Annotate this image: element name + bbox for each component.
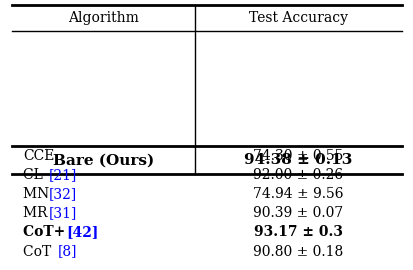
Text: [32]: [32] (49, 187, 77, 201)
Text: MR: MR (23, 206, 52, 220)
Text: 94.38 ± 0.13: 94.38 ± 0.13 (243, 153, 351, 167)
Text: Test Accuracy: Test Accuracy (248, 11, 347, 25)
Text: [8]: [8] (57, 245, 77, 259)
Text: MN: MN (23, 187, 53, 201)
Text: CoT+: CoT+ (23, 225, 70, 239)
Text: 74.94 ± 9.56: 74.94 ± 9.56 (252, 187, 342, 201)
Text: CCE: CCE (23, 149, 54, 163)
Text: Bare (Ours): Bare (Ours) (53, 153, 154, 167)
Text: [21]: [21] (49, 168, 77, 182)
Text: 92.00 ± 0.26: 92.00 ± 0.26 (252, 168, 342, 182)
Text: 93.17 ± 0.3: 93.17 ± 0.3 (253, 225, 342, 239)
Text: Algorithm: Algorithm (68, 11, 139, 25)
Text: 90.39 ± 0.07: 90.39 ± 0.07 (252, 206, 342, 220)
Text: 74.30 ± 0.55: 74.30 ± 0.55 (252, 149, 342, 163)
Text: [42]: [42] (66, 225, 98, 239)
Text: [31]: [31] (49, 206, 77, 220)
Text: CL: CL (23, 168, 47, 182)
Text: 90.80 ± 0.18: 90.80 ± 0.18 (252, 245, 342, 259)
Text: CoT: CoT (23, 245, 55, 259)
